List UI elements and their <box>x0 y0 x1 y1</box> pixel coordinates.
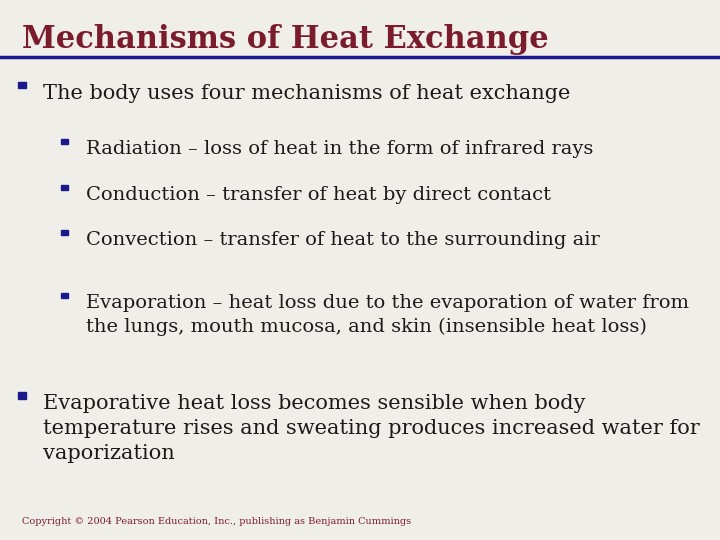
Bar <box>18 393 26 399</box>
Text: Convection – transfer of heat to the surrounding air: Convection – transfer of heat to the sur… <box>86 231 600 249</box>
Text: Copyright © 2004 Pearson Education, Inc., publishing as Benjamin Cummings: Copyright © 2004 Pearson Education, Inc.… <box>22 517 410 526</box>
Bar <box>61 293 68 298</box>
Bar <box>61 185 68 190</box>
Bar <box>61 230 68 235</box>
Bar <box>61 139 68 144</box>
Text: Evaporative heat loss becomes sensible when body
temperature rises and sweating : Evaporative heat loss becomes sensible w… <box>43 394 700 463</box>
Text: Mechanisms of Heat Exchange: Mechanisms of Heat Exchange <box>22 24 549 55</box>
Text: The body uses four mechanisms of heat exchange: The body uses four mechanisms of heat ex… <box>43 84 570 103</box>
Text: Radiation – loss of heat in the form of infrared rays: Radiation – loss of heat in the form of … <box>86 140 594 158</box>
Text: Evaporation – heat loss due to the evaporation of water from
the lungs, mouth mu: Evaporation – heat loss due to the evapo… <box>86 294 690 336</box>
Bar <box>18 82 26 88</box>
Text: Conduction – transfer of heat by direct contact: Conduction – transfer of heat by direct … <box>86 186 552 204</box>
